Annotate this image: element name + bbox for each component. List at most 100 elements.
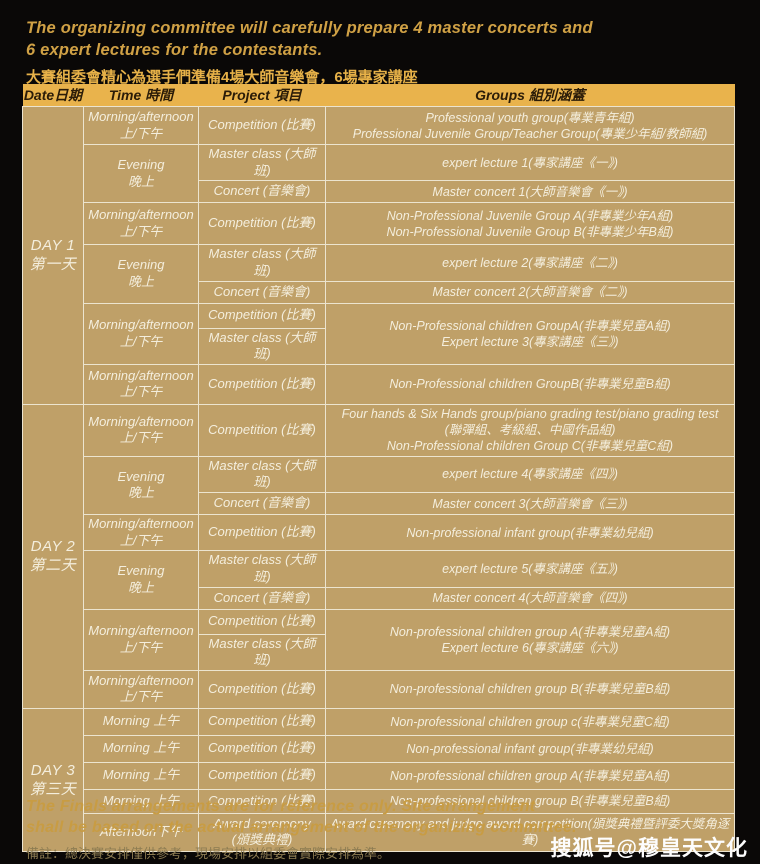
groups-cell: Non-Professional children GroupA(非專業兒童A組… [325, 302, 735, 365]
groups-cell: expert lecture 1(專家講座《一》) [325, 143, 735, 182]
groups-cell: expert lecture 5(專家講座《五》) [325, 550, 735, 588]
time-cell: Evening 晚上 [83, 455, 199, 516]
groups-cell: Non-professional infant group(非專業幼兒組) [325, 513, 735, 552]
table-row: Evening 晚上 Master class (大師班) expert lectur… [23, 455, 735, 516]
table-row: DAY 2 第二天 Morning/afternoon 上/下午 Competition… [22, 403, 735, 709]
time-cell: Afternoon下午 [83, 812, 199, 852]
table-row: Morning/afternoon 上/下午 Competition (比賽) Non… [23, 669, 735, 709]
time-cell: Morning/afternoon 上/下午 [83, 106, 199, 145]
groups-cell: Non-professional infant group(非專業幼兒組) [325, 734, 735, 763]
table-row: Morning 上午 Competition (比賽) Non-profession… [23, 788, 735, 814]
title-en-line1: The organizing committee will carefully … [26, 19, 593, 37]
header-project: Project 項目 [198, 84, 326, 107]
table-row: Afternoon下午 Award ceremony (頒獎典禮) Award cer… [23, 812, 735, 852]
table-row: Morning/afternoon 上/下午 Competition (比賽) Non… [23, 363, 735, 405]
project-cell: Competition (比賽) [198, 363, 326, 405]
project-cell: Master class (大師班) [198, 550, 326, 588]
title-en-line2: 6 expert lectures for the contestants. [26, 40, 323, 59]
table-row: Concert (音樂會) Master concert 1(大師音樂會《一》) [23, 180, 735, 204]
groups-cell: Non-Professional Juvenile Group A(非專業少年A… [325, 202, 735, 246]
table-row: Master class (大師班) [23, 327, 735, 365]
project-cell: Master class (大師班) [198, 143, 326, 182]
title-zh: 大賽組委會精心為選手們準備4場大師音樂會，6場專家講座 [26, 68, 418, 86]
groups-cell: Non-professional children group A(非專業兒童A… [325, 761, 735, 790]
groups-cell: Non-professional children group B(非專業兒童B… [325, 669, 735, 709]
schedule-table-wrap: Date日期 Time 時間 Project 項目 Groups 組別涵蓋 DA… [22, 84, 735, 852]
project-cell: Competition (比賽) [198, 302, 326, 329]
time-cell: Evening 晚上 [83, 143, 199, 204]
project-cell: Competition (比賽) [198, 788, 326, 814]
time-cell: Morning/afternoon 上/下午 [83, 513, 199, 552]
time-cell: Morning/afternoon 上/下午 [83, 669, 199, 709]
project-cell: Master class (大師班) [198, 633, 326, 671]
time-cell: Evening 晚上 [83, 550, 199, 610]
time-cell: Morning/afternoon 上/下午 [83, 363, 199, 405]
groups-cell: Non-Professional children GroupB(非專業兒童B組… [325, 363, 735, 405]
schedule-table: Date日期 Time 時間 Project 項目 Groups 組別涵蓋 DA… [22, 84, 735, 852]
schedule-body: DAY 1 第一天 Morning/afternoon 上/下午 Competition… [22, 106, 735, 852]
project-cell: Master class (大師班) [198, 327, 326, 365]
header-time: Time 時間 [83, 84, 199, 107]
groups-cell: expert lecture 4(專家講座《四》) [325, 455, 735, 494]
project-cell: Concert (音樂會) [198, 180, 326, 204]
table-row: Morning 上午 Competition (比賽) Non-profession… [23, 734, 735, 763]
table-row: Concert (音樂會) Master concert 2(大師音樂會《二》) [23, 280, 735, 304]
groups-cell: Master concert 3(大師音樂會《三》) [325, 492, 735, 515]
table-row: Morning/afternoon 上/下午 Competition (比賽) Non… [23, 608, 735, 671]
groups-cell: Master concert 2(大師音樂會《二》) [325, 280, 735, 304]
table-row: DAY 1 第一天 Morning/afternoon 上/下午 Competition… [22, 106, 735, 405]
groups-cell: Non-professional children group A(非專業兒童A… [325, 608, 735, 671]
groups-cell: Award ceremony and judge award competiti… [325, 812, 735, 852]
table-row: Morning/afternoon 上/下午 Competition (比賽) Non… [23, 513, 735, 552]
time-cell: Morning 上午 [83, 707, 199, 736]
table-row: Concert (音樂會) Master concert 4(大師音樂會《四》) [23, 586, 735, 610]
groups-cell: Master concert 4(大師音樂會《四》) [325, 586, 735, 610]
time-cell: Morning 上午 [83, 761, 199, 790]
page-title: The organizing committee will carefully … [26, 18, 593, 87]
time-cell: Morning/afternoon 上/下午 [83, 302, 199, 365]
project-cell: Competition (比賽) [198, 513, 326, 552]
groups-cell: expert lecture 2(專家講座《二》) [325, 244, 735, 282]
header-date: Date日期 [22, 84, 84, 107]
footer-note: The Finals arrangements are for referenc… [26, 797, 577, 862]
project-cell: Competition (比賽) [198, 734, 326, 763]
project-cell: Concert (音樂會) [198, 586, 326, 610]
table-row: Evening 晚上 Master class (大師班) expert lectur… [23, 143, 735, 204]
time-cell: Morning/afternoon 上/下午 [83, 403, 199, 457]
project-cell: Competition (比賽) [198, 106, 326, 145]
project-cell: Master class (大師班) [198, 244, 326, 282]
project-cell: Competition (比賽) [198, 403, 326, 457]
table-row: Morning/afternoon 上/下午 Competition (比賽) Non… [23, 302, 735, 365]
project-cell: Competition (比賽) [198, 761, 326, 790]
footer-zh: 備註：總決賽安排僅供參考，現場安排以組委會實際安排為準。 [26, 845, 391, 861]
table-row: Morning/afternoon 上/下午 Competition (比賽) Non… [23, 202, 735, 246]
time-cell: Morning/afternoon 上/下午 [83, 202, 199, 246]
groups-cell: Professional youth group(專業青年組) Professio… [325, 106, 735, 145]
day-cell: DAY 3 第三天 [22, 707, 84, 852]
day-cell: DAY 1 第一天 [22, 106, 84, 405]
time-cell: Morning 上午 [83, 788, 199, 814]
watermark: 搜狐号@穆皇天文化 [550, 837, 748, 860]
time-cell: Evening 晚上 [83, 244, 199, 304]
table-row: Master class (大師班) [23, 633, 735, 671]
project-cell: Master class (大師班) [198, 455, 326, 494]
time-cell: Morning 上午 [83, 734, 199, 763]
table-row: DAY 3 第三天 Morning 上午 Competition (比賽) Non-pr… [22, 707, 735, 852]
day-cell: DAY 2 第二天 [22, 403, 84, 709]
table-row: Evening 晚上 Master class (大師班) expert lectur… [23, 244, 735, 304]
groups-cell: Four hands & Six Hands group/piano gradi… [325, 403, 735, 457]
footer-en-line2: shall be based on the actual arrangement… [26, 818, 577, 836]
table-row: Evening 晚上 Master class (大師班) expert lectur… [23, 550, 735, 610]
project-cell: Concert (音樂會) [198, 280, 326, 304]
table-row: Concert (音樂會) Master concert 3(大師音樂會《三》) [23, 492, 735, 515]
project-cell: Concert (音樂會) [198, 492, 326, 515]
header-row: Date日期 Time 時間 Project 項目 Groups 組別涵蓋 [22, 84, 735, 107]
groups-cell: Non-professional children group c(非專業兒童C… [325, 707, 735, 736]
project-cell: Competition (比賽) [198, 202, 326, 246]
project-cell: Competition (比賽) [198, 669, 326, 709]
groups-cell: Master concert 1(大師音樂會《一》) [325, 180, 735, 204]
time-cell: Morning/afternoon 上/下午 [83, 608, 199, 671]
project-cell: Competition (比賽) [198, 608, 326, 635]
project-cell: Competition (比賽) [198, 707, 326, 736]
header-groups: Groups 組別涵蓋 [325, 84, 735, 107]
